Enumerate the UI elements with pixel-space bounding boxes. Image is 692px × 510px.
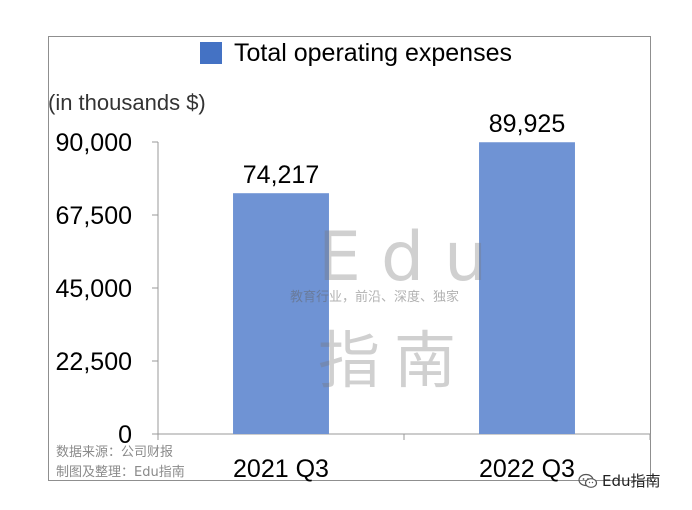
credit-line: 制图及整理：Edu指南: [56, 465, 185, 480]
bar: [233, 193, 329, 434]
bar-value-label: 74,217: [243, 161, 319, 189]
watermark-tagline: 教育行业，前沿、深度、独家: [290, 290, 460, 305]
watermark-logo-cjk: 指南: [318, 324, 471, 397]
bar: [479, 142, 575, 434]
y-tick-label: 90,000: [56, 129, 132, 157]
brand-label: Edu指南: [602, 472, 661, 490]
y-tick-label: 67,500: [56, 202, 132, 230]
x-tick-label: 2021 Q3: [233, 455, 329, 483]
y-tick-label: 0: [118, 421, 132, 449]
x-tick-label: 2022 Q3: [479, 455, 575, 483]
watermark-logo-text: Edu: [318, 218, 508, 297]
source-note: 数据来源：公司财报 制图及整理：Edu指南: [56, 443, 185, 483]
y-tick-label: 45,000: [56, 275, 132, 303]
brand-mark: Edu指南: [578, 470, 661, 491]
legend-swatch: [200, 42, 222, 64]
source-line: 数据来源：公司财报: [56, 445, 174, 460]
legend: Total operating expenses: [200, 38, 512, 67]
y-tick-label: 22,500: [56, 348, 132, 376]
chart-frame: [48, 36, 651, 481]
bar-value-label: 89,925: [489, 110, 565, 138]
legend-label: Total operating expenses: [234, 38, 512, 67]
wechat-icon: [578, 473, 598, 488]
y-axis-unit-label: (in thousands $): [48, 90, 206, 115]
